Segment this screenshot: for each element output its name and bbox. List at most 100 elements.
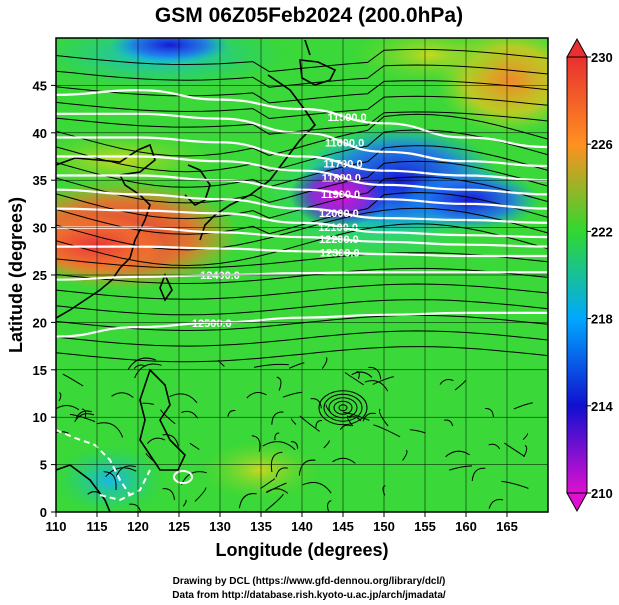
streamline-82 xyxy=(409,429,426,434)
x-tick-label-0: 110 xyxy=(46,519,67,534)
colorbar-tick-5: 230 xyxy=(591,50,613,65)
coastline-korea xyxy=(184,164,211,206)
y-tick-label-2: 10 xyxy=(33,410,47,425)
contour-ring xyxy=(173,470,193,484)
credit-line-2: Data from http://database.rish.kyoto-u.a… xyxy=(172,590,446,601)
streamline-66 xyxy=(378,408,389,427)
streamline-27 xyxy=(251,435,261,452)
streamline-93 xyxy=(238,493,257,509)
streamline-41 xyxy=(160,409,176,425)
streamline-94 xyxy=(265,488,289,494)
x-tick-label-8: 150 xyxy=(373,519,395,534)
contour-label-0: 11500.0 xyxy=(328,112,367,124)
streamline-106 xyxy=(56,405,80,411)
streamline-74 xyxy=(454,380,467,391)
colorbar-tick-2: 218 xyxy=(591,312,613,327)
streamline-36 xyxy=(260,478,276,489)
streamline-90 xyxy=(323,440,330,449)
y-tick-label-6: 30 xyxy=(33,221,47,236)
streamline-62 xyxy=(265,493,284,512)
streamline-69 xyxy=(364,380,389,392)
colorbar-min-arrow xyxy=(566,492,588,513)
x-tick-label-9: 155 xyxy=(414,519,436,534)
colorbar-tick-1: 214 xyxy=(591,399,613,414)
gridlines xyxy=(56,38,548,512)
streamline-78 xyxy=(262,441,296,451)
streamline-21 xyxy=(274,432,280,441)
streamline-99 xyxy=(162,434,179,447)
streamline-40 xyxy=(321,357,328,369)
streamline-83 xyxy=(488,499,504,509)
streamline-89 xyxy=(523,445,528,458)
streamline-39 xyxy=(501,480,529,489)
coastline-sakhalin xyxy=(304,39,311,56)
streamline-81 xyxy=(310,398,322,409)
x-tick-label-4: 130 xyxy=(209,519,231,534)
streamline-98 xyxy=(276,376,282,391)
cold-core xyxy=(290,163,390,227)
streamline-54 xyxy=(290,418,297,425)
x-axis-label: Longitude (degrees) xyxy=(215,540,388,560)
streamline-85 xyxy=(115,465,136,477)
colorbar-tick-3: 222 xyxy=(591,224,613,239)
x-tick-label-11: 165 xyxy=(496,519,518,534)
streamline-58 xyxy=(142,402,154,405)
y-tick-label-8: 40 xyxy=(33,126,47,141)
streamline-35 xyxy=(513,402,533,410)
streamline-43 xyxy=(339,424,352,431)
y-tick-label-4: 20 xyxy=(33,315,47,330)
streamline-59 xyxy=(271,411,284,425)
streamline-46 xyxy=(62,373,84,387)
streamline-104 xyxy=(127,357,157,370)
x-axis: 110 115 120 125 130 135 140 145 150 155 160 165 xyxy=(46,512,518,534)
contour-label-5: 12000.0 xyxy=(319,208,359,220)
streamline-52 xyxy=(439,379,454,385)
streamline-91 xyxy=(449,465,473,471)
streamline-63 xyxy=(298,459,316,476)
streamline-105 xyxy=(471,467,486,482)
streamline-103 xyxy=(270,451,283,473)
y-axis-label: Latitude (degrees) xyxy=(6,197,26,353)
streamline-101 xyxy=(56,431,69,434)
streamline-108 xyxy=(344,372,364,386)
x-tick-label-7: 145 xyxy=(332,519,354,534)
streamline-79 xyxy=(246,392,267,399)
colorbar-tick-4: 226 xyxy=(591,137,613,152)
streamline-48 xyxy=(133,364,147,370)
streamline-56 xyxy=(402,449,408,461)
streamline-24 xyxy=(372,376,394,385)
streamline-97 xyxy=(445,450,470,458)
streamline-55 xyxy=(275,467,288,478)
credit-line-1: Drawing by DCL (https://www.gfd-dennou.o… xyxy=(173,576,446,587)
colorbar-gradient xyxy=(566,56,588,494)
colorbar-max-arrow xyxy=(566,37,588,58)
dashed-coast-nw xyxy=(56,429,131,496)
streamline-95 xyxy=(485,407,494,418)
contour-label-8: 12300.0 xyxy=(320,248,360,260)
streamline-30 xyxy=(227,409,236,417)
streamline-60 xyxy=(315,419,323,428)
streamline-88 xyxy=(189,442,200,450)
contour-label-10: 12500.0 xyxy=(192,318,232,330)
contour-label-7: 12200.0 xyxy=(319,234,359,246)
streamline-107 xyxy=(362,412,377,422)
y-axis: 0 5 10 15 20 25 30 35 40 45 xyxy=(33,78,56,520)
coastline-borneo xyxy=(56,464,111,512)
streamline-20 xyxy=(290,441,299,449)
streamline-32 xyxy=(343,411,370,421)
streamline-75 xyxy=(488,443,501,450)
streamline-49 xyxy=(302,482,332,494)
y-tick-label-9: 45 xyxy=(33,78,47,93)
x-tick-label-6: 140 xyxy=(291,519,313,534)
streamline-28 xyxy=(129,503,142,512)
coastline-taiwan xyxy=(159,272,173,302)
streamline-76 xyxy=(282,391,302,398)
streamline-102 xyxy=(356,370,360,380)
x-tick-label-2: 120 xyxy=(127,519,149,534)
y-tick-label-0: 0 xyxy=(40,505,47,520)
streamline-37 xyxy=(169,393,198,404)
streamline-100 xyxy=(332,457,356,464)
streamline-80 xyxy=(105,467,137,478)
plot-area: 11500.011600.011700.011800.011900.012000… xyxy=(56,38,548,512)
